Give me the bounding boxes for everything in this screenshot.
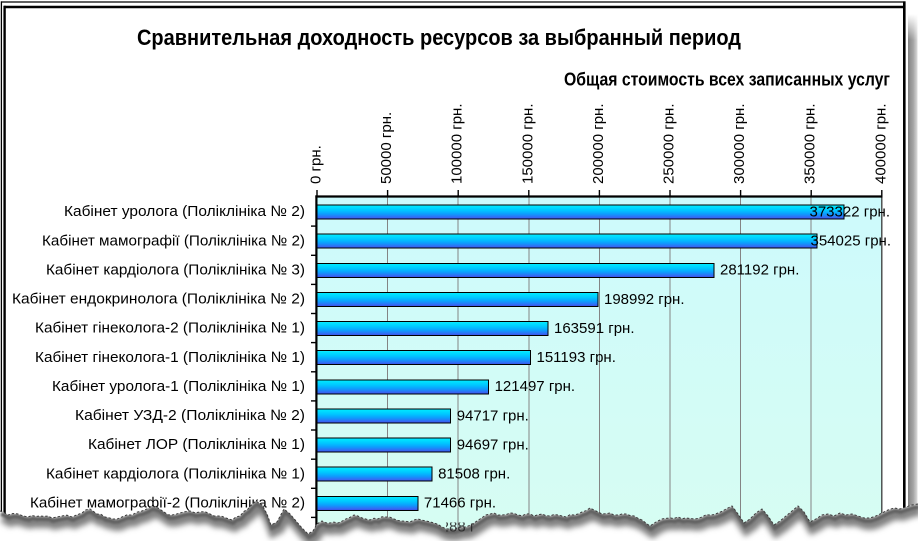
svg-text:Сравнительная доходность ресур: Сравнительная доходность ресурсов за выб…	[137, 25, 741, 50]
svg-text:354025 грн.: 354025 грн.	[811, 233, 892, 250]
svg-text:373322 грн.: 373322 грн.	[810, 203, 891, 220]
svg-text:94717 грн.: 94717 грн.	[457, 407, 529, 424]
svg-text:121497 грн.: 121497 грн.	[495, 378, 575, 395]
svg-text:200000 грн.: 200000 грн.	[590, 104, 607, 185]
svg-text:Кабінет УЗД-2 (Поліклініка № 2: Кабінет УЗД-2 (Поліклініка № 2)	[75, 407, 305, 424]
svg-text:Кабінет ендокринолога (Поліклі: Кабінет ендокринолога (Поліклініка № 2)	[12, 291, 305, 308]
svg-text:50000 грн.: 50000 грн.	[378, 112, 395, 184]
svg-text:Кабінет мамографії (Поліклінік: Кабінет мамографії (Поліклініка № 2)	[42, 232, 305, 249]
svg-text:400000 грн.: 400000 грн.	[872, 104, 889, 185]
svg-text:Кабінет ЛОР (Поліклініка № 1): Кабінет ЛОР (Поліклініка № 1)	[88, 436, 305, 453]
svg-text:0 грн.: 0 грн.	[308, 145, 325, 184]
svg-text:163591 грн.: 163591 грн.	[554, 320, 635, 337]
svg-text:Кабінет гінеколога-1 (Поліклін: Кабінет гінеколога-1 (Поліклініка № 1)	[35, 349, 305, 366]
svg-text:250000 грн.: 250000 грн.	[661, 104, 678, 185]
svg-text:198992 грн.: 198992 грн.	[604, 291, 685, 308]
svg-text:Общая стоимость всех записанны: Общая стоимость всех записанных услуг	[564, 69, 890, 89]
svg-text:281192 грн.: 281192 грн.	[720, 262, 799, 279]
svg-text:Кабінет уролога-1 (Поліклініка: Кабінет уролога-1 (Поліклініка № 1)	[52, 378, 305, 395]
svg-text:Кабінет уролога (Поліклініка №: Кабінет уролога (Поліклініка № 2)	[64, 203, 305, 220]
svg-text:Кабінет кардіолога (Поліклінік: Кабінет кардіолога (Поліклініка № 3)	[46, 262, 305, 279]
svg-text:81508 грн.: 81508 грн.	[438, 466, 510, 483]
svg-text:71466 грн.: 71466 грн.	[424, 495, 496, 512]
svg-text:100000 грн.: 100000 грн.	[449, 104, 466, 185]
svg-text:350000 грн.: 350000 грн.	[802, 104, 819, 185]
svg-text:94697 грн.: 94697 грн.	[457, 436, 529, 453]
svg-text:Кабінет гінеколога-2 (Поліклін: Кабінет гінеколога-2 (Поліклініка № 1)	[35, 320, 305, 337]
svg-text:151193 грн.: 151193 грн.	[537, 349, 616, 366]
svg-text:150000 грн.: 150000 грн.	[519, 104, 536, 185]
svg-text:Кабінет кардіолога (Поліклінік: Кабінет кардіолога (Поліклініка № 1)	[46, 465, 305, 482]
svg-text:300000 грн.: 300000 грн.	[731, 104, 748, 185]
svg-text:Кабінет мамографії-2 (Поліклін: Кабінет мамографії-2 (Поліклініка № 2)	[30, 495, 305, 512]
